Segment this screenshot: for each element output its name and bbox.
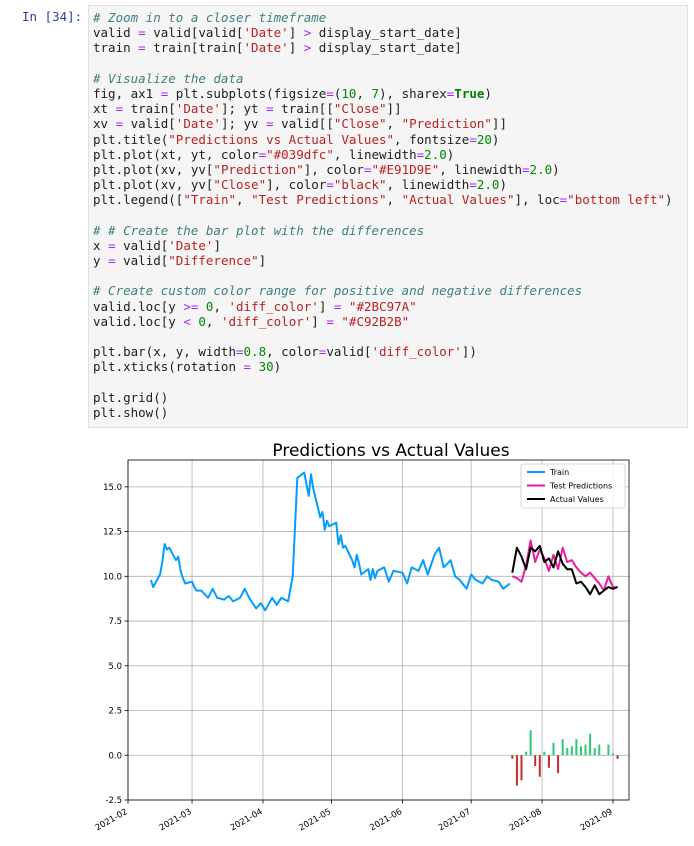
- code-line: train = train[train['Date'] > display_st…: [93, 40, 462, 56]
- difference-bar: [589, 733, 592, 756]
- code-line: plt.plot(xt, yt, color="#039dfc", linewi…: [93, 146, 455, 162]
- y-tick-label: 2.5: [108, 707, 122, 717]
- code-line: [93, 375, 673, 390]
- chart-legend: Train Test Predictions Actual Values: [520, 463, 626, 509]
- code-line: plt.plot(xv, yv["Prediction"], color="#E…: [93, 161, 560, 177]
- chart-lines: [149, 471, 618, 612]
- y-tick-label: -2.5: [105, 796, 122, 806]
- difference-bar: [515, 755, 518, 786]
- x-tick-label: 2021-02: [94, 807, 130, 833]
- difference-bar: [557, 755, 560, 774]
- legend-label: Train: [549, 468, 569, 477]
- prediction-line: [511, 539, 618, 592]
- x-tick-label: 2021-06: [368, 807, 404, 833]
- x-tick-label: 2021-09: [579, 807, 615, 833]
- difference-bar: [616, 755, 619, 759]
- difference-bar: [520, 755, 523, 781]
- axes-frame: [127, 459, 630, 801]
- legend-label: Actual Values: [550, 495, 604, 504]
- code-line: [93, 56, 673, 71]
- difference-bar: [566, 748, 569, 756]
- y-axis: -2.5 0.0 2.5 5.0 7.5 10.0 12.5 15.0: [103, 483, 128, 806]
- difference-bar: [584, 744, 587, 756]
- code-line: [93, 268, 673, 283]
- x-axis: 2021-02 2021-03 2021-04 2021-05 2021-06 2021-…: [94, 800, 615, 833]
- code-line: plt.show(): [93, 404, 169, 420]
- legend-label: Test Predictions: [549, 482, 612, 491]
- difference-bar: [543, 751, 546, 756]
- cell-prompt: In [34]:: [22, 9, 83, 24]
- y-tick-label: 0.0: [108, 751, 122, 761]
- difference-bar: [529, 730, 532, 756]
- code-line: plt.plot(xv, yv["Close"], color="black",…: [93, 177, 507, 193]
- difference-bar: [525, 751, 528, 756]
- code-line: plt.title("Predictions vs Actual Values"…: [93, 131, 500, 147]
- matplotlib-output: Predictions vs Actual Values -2.5 0.0 2.5 5…: [94, 441, 630, 833]
- code-line: valid.loc[y < 0, 'diff_color'] = "#C92B2…: [93, 313, 410, 329]
- difference-bars: [511, 730, 619, 786]
- code-line: [93, 329, 673, 344]
- difference-bar: [552, 742, 555, 756]
- difference-bar: [593, 748, 596, 756]
- code-line: # Zoom in to a closer timeframe: [93, 10, 327, 25]
- code-line: plt.xticks(rotation = 30): [93, 359, 282, 375]
- chart-title: Predictions vs Actual Values: [272, 441, 509, 461]
- code-line: y = valid["Difference"]: [93, 253, 267, 268]
- x-tick-label: 2021-08: [508, 807, 544, 833]
- difference-bar: [602, 755, 605, 756]
- code-line: fig, ax1 = plt.subplots(figsize=(10, 7),…: [93, 85, 492, 101]
- train-line: [149, 471, 511, 612]
- legend-box: [520, 463, 626, 509]
- code-line: plt.bar(x, y, width=0.8, color=valid['di…: [93, 344, 477, 360]
- difference-bar: [570, 746, 573, 756]
- x-tick-label: 2021-05: [297, 807, 333, 833]
- difference-bar: [538, 755, 541, 777]
- difference-bar: [561, 739, 564, 756]
- difference-bar: [534, 755, 537, 766]
- chart-grid: [127, 460, 629, 801]
- code-cell[interactable]: # Zoom in to a closer timeframe valid = v…: [88, 5, 688, 428]
- y-tick-label: 10.0: [103, 572, 122, 582]
- difference-bar: [598, 744, 601, 756]
- y-tick-label: 7.5: [108, 617, 122, 627]
- code-line: plt.grid(): [93, 389, 169, 405]
- difference-bar: [575, 739, 578, 756]
- y-tick-label: 12.5: [103, 528, 122, 538]
- code-line: x = valid['Date']: [93, 237, 221, 253]
- code-line: valid.loc[y >= 0, 'diff_color'] = "#2BC9…: [93, 298, 417, 314]
- code-line: # # Create the bar plot with the differe…: [93, 222, 425, 238]
- code-line: # Visualize the data: [93, 70, 244, 86]
- code-line: plt.legend(["Train", "Test Predictions",…: [93, 192, 673, 208]
- y-tick-label: 15.0: [103, 483, 122, 493]
- code-line: [93, 207, 673, 222]
- x-tick-label: 2021-03: [158, 807, 194, 833]
- difference-bar: [547, 755, 550, 768]
- y-tick-label: 5.0: [108, 662, 122, 672]
- code-editor[interactable]: # Zoom in to a closer timeframe valid = v…: [93, 10, 673, 420]
- x-tick-label: 2021-07: [437, 807, 473, 833]
- code-line: xv = valid['Date']; yv = valid[["Close",…: [93, 116, 507, 132]
- x-tick-label: 2021-04: [229, 807, 265, 833]
- difference-bar: [611, 753, 614, 756]
- difference-bar: [579, 746, 582, 756]
- difference-bar: [607, 744, 610, 756]
- code-line: # Create custom color range for positive…: [93, 283, 583, 299]
- actual-line: [511, 544, 618, 596]
- code-line: valid = valid[valid['Date'] > display_st…: [93, 25, 462, 41]
- code-line: xt = train['Date']; yt = train[["Close"]…: [93, 101, 402, 117]
- difference-bar: [511, 755, 514, 759]
